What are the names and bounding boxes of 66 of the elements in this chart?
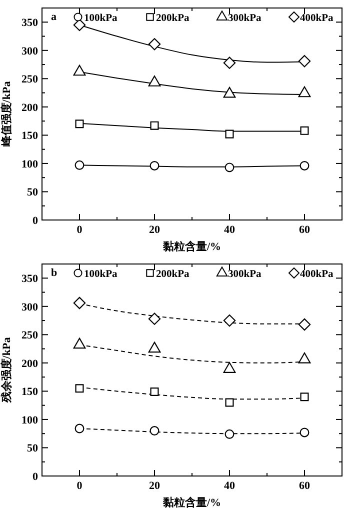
x-tick-label: 0 bbox=[76, 480, 83, 492]
point bbox=[225, 130, 234, 138]
annotation: a bbox=[51, 11, 57, 23]
x-tick-label: 40 bbox=[224, 224, 236, 236]
y-tick-label: 150 bbox=[22, 130, 38, 142]
y-tick-label: 200 bbox=[22, 102, 38, 114]
y-tick-label: 100 bbox=[22, 414, 38, 426]
legend-label: 400kPa bbox=[300, 13, 334, 24]
point bbox=[224, 429, 234, 439]
point bbox=[300, 392, 309, 402]
x-tick-label: 60 bbox=[299, 224, 310, 236]
legend-label: 200kPa bbox=[156, 269, 190, 280]
y-tick-label: 100 bbox=[22, 158, 38, 170]
point bbox=[148, 38, 161, 50]
legend-label: 400kPa bbox=[300, 269, 334, 280]
point bbox=[150, 426, 160, 436]
x-tick-label: 20 bbox=[149, 224, 160, 236]
y-tick-label: 250 bbox=[22, 330, 38, 342]
point bbox=[150, 161, 160, 170]
x-tick-label: 40 bbox=[224, 480, 236, 492]
point bbox=[150, 388, 159, 396]
x-axis-title: 黏粒含量/% bbox=[162, 496, 222, 509]
point bbox=[223, 56, 236, 69]
x-tick-label: 0 bbox=[76, 224, 83, 236]
point bbox=[300, 126, 309, 135]
point bbox=[148, 312, 161, 325]
point bbox=[223, 314, 236, 327]
point bbox=[224, 162, 234, 172]
y-tick-label: 300 bbox=[22, 301, 38, 314]
point bbox=[73, 338, 86, 349]
y-tick-label: 350 bbox=[22, 272, 38, 285]
point bbox=[298, 55, 311, 68]
y-tick-label: 0 bbox=[32, 470, 38, 483]
point bbox=[223, 362, 236, 373]
point bbox=[225, 398, 234, 407]
legend-label: 300kPa bbox=[228, 13, 262, 24]
y-tick-label: 250 bbox=[22, 74, 38, 86]
legend-label: 100kPa bbox=[84, 269, 118, 280]
y-tick-label: 150 bbox=[22, 386, 38, 398]
y-tick-label: 200 bbox=[22, 358, 38, 370]
legend-label: 300kPa bbox=[228, 269, 262, 280]
annotation: b bbox=[51, 267, 58, 279]
y-tick-label: 0 bbox=[32, 214, 38, 227]
y-axis-title: 峰值强度/kPa bbox=[0, 80, 13, 147]
legend-label: 200kPa bbox=[156, 13, 190, 24]
x-tick-label: 60 bbox=[299, 480, 310, 492]
legend-label: 100kPa bbox=[84, 13, 118, 24]
point bbox=[73, 18, 86, 32]
point bbox=[75, 384, 84, 393]
y-tick-label: 50 bbox=[27, 442, 38, 455]
point bbox=[74, 424, 84, 434]
point bbox=[298, 318, 311, 331]
x-axis-title: 黏粒含量/% bbox=[162, 240, 222, 253]
y-axis-title: 残余强度/kPa bbox=[0, 336, 13, 404]
point bbox=[298, 352, 311, 364]
point bbox=[148, 342, 161, 353]
point bbox=[300, 161, 310, 170]
point bbox=[150, 121, 159, 130]
point bbox=[73, 296, 86, 310]
x-tick-label: 20 bbox=[149, 480, 160, 492]
y-tick-label: 50 bbox=[27, 186, 38, 199]
y-tick-label: 350 bbox=[22, 16, 38, 29]
point bbox=[74, 160, 84, 170]
y-tick-label: 300 bbox=[22, 45, 38, 58]
point bbox=[75, 120, 84, 128]
point bbox=[300, 428, 310, 438]
